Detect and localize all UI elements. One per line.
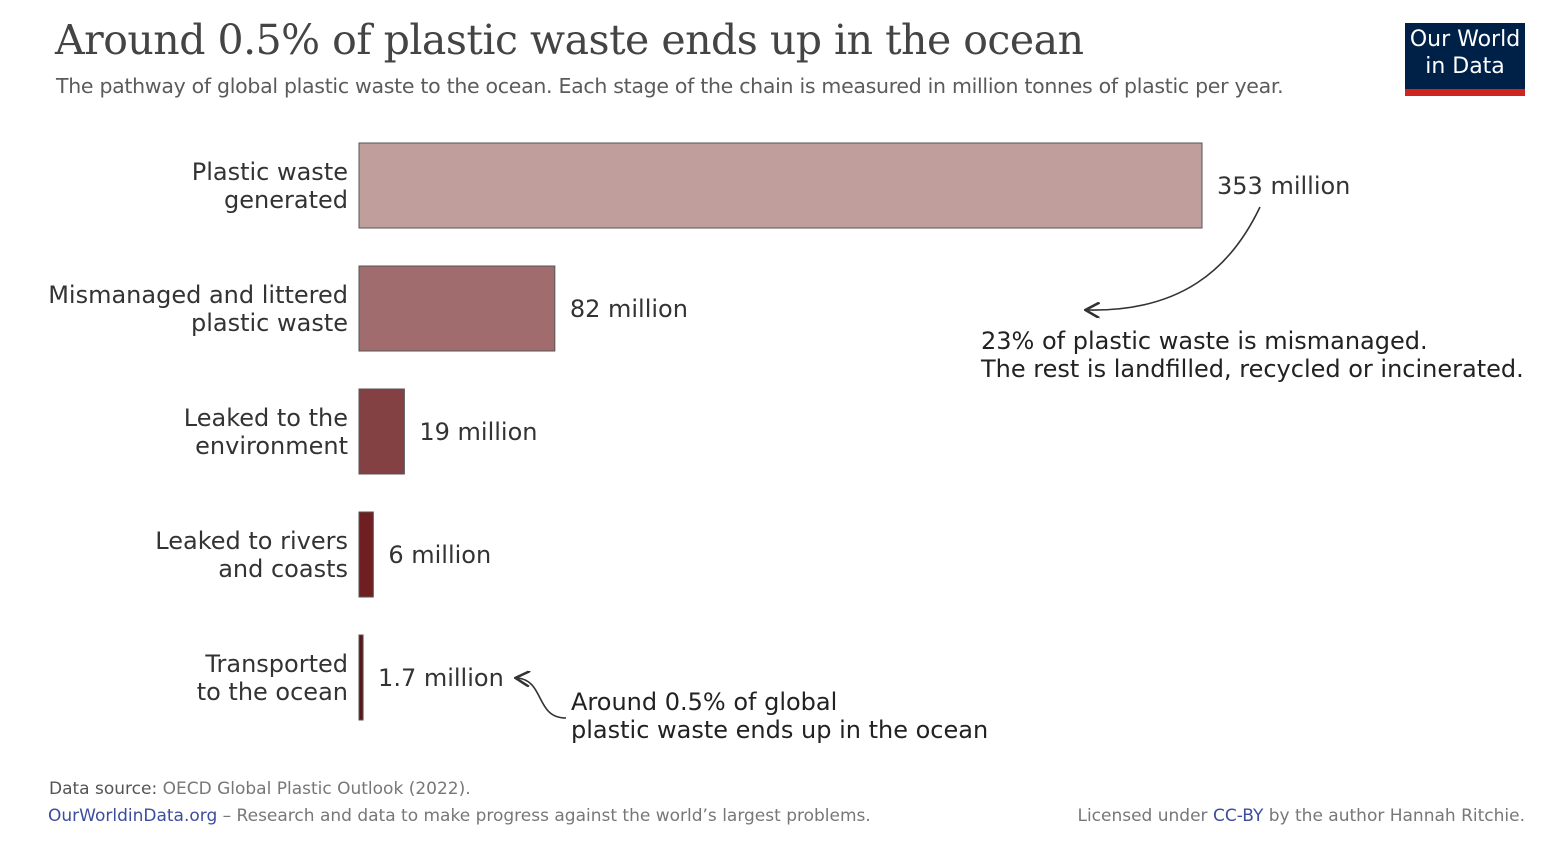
footer-source: Data source: OECD Global Plastic Outlook… <box>49 779 471 799</box>
bar <box>358 142 1203 229</box>
annotation-arrow <box>1087 206 1261 310</box>
value-label: 1.7 million <box>378 663 504 692</box>
license-link[interactable]: CC-BY <box>1212 806 1264 826</box>
annotation: 23% of plastic waste is mismanaged. The … <box>981 327 1524 383</box>
tagline: – Research and data to make progress aga… <box>222 806 871 826</box>
bar <box>358 265 556 352</box>
source-label: Data source: <box>49 779 158 799</box>
value-label: 6 million <box>388 540 492 569</box>
bar <box>358 388 405 475</box>
chart-title: Around 0.5% of plastic waste ends up in … <box>55 16 1084 64</box>
category-label: Leaked to the environment <box>183 403 348 460</box>
category-label: Plastic waste generated <box>191 157 348 214</box>
annotation: Around 0.5% of global plastic waste ends… <box>571 688 989 744</box>
bar <box>358 511 374 598</box>
category-label: Leaked to rivers and coasts <box>155 526 348 583</box>
site-link[interactable]: OurWorldinData.org <box>48 806 218 826</box>
license-prefix: Licensed under <box>1077 806 1208 826</box>
category-label: Mismanaged and littered plastic waste <box>48 280 348 337</box>
value-label: 353 million <box>1217 171 1351 200</box>
bar <box>358 634 364 721</box>
chart-subtitle: The pathway of global plastic waste to t… <box>56 74 1284 98</box>
value-label: 19 million <box>419 417 538 446</box>
value-label: 82 million <box>569 294 688 323</box>
category-label: Transported to the ocean <box>196 649 348 706</box>
license-suffix: by the author Hannah Ritchie. <box>1268 806 1525 826</box>
logo[interactable]: Our World in Data <box>1405 23 1525 96</box>
footer-license: Licensed under CC-BY by the author Hanna… <box>1077 806 1525 826</box>
footer-site: OurWorldinData.org – Research and data t… <box>48 806 871 826</box>
annotation-arrow <box>517 678 567 719</box>
source: OECD Global Plastic Outlook (2022). <box>162 779 471 799</box>
